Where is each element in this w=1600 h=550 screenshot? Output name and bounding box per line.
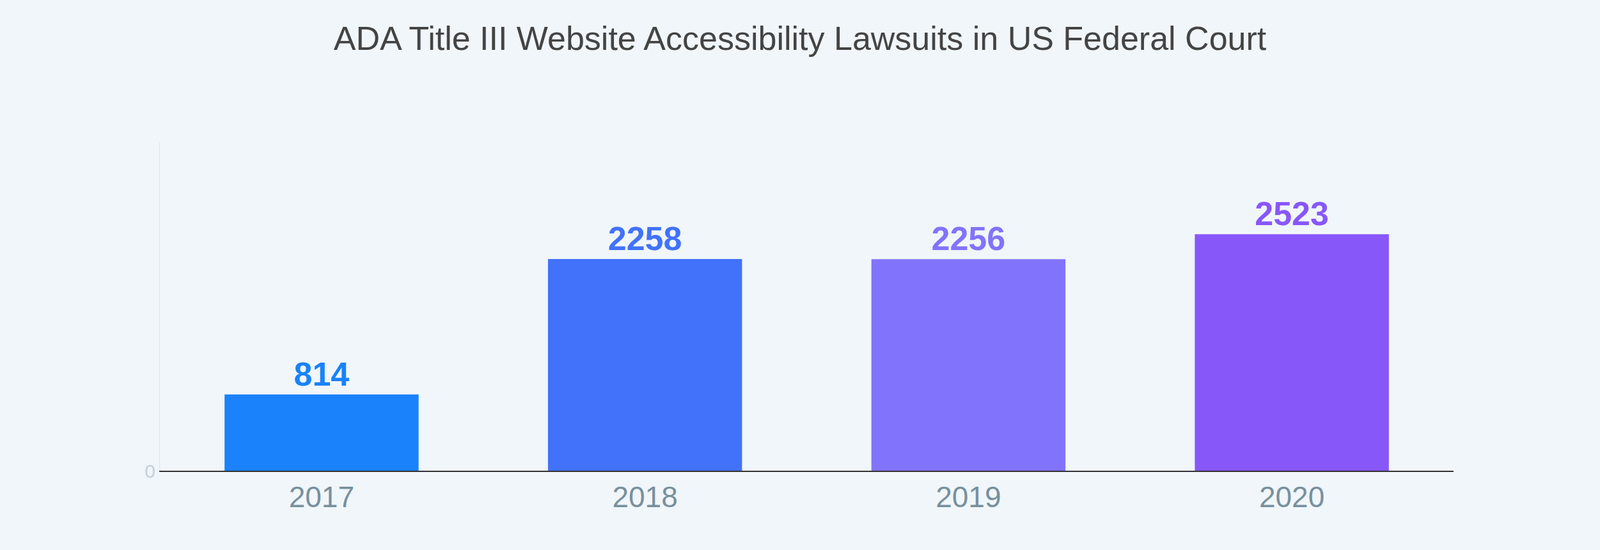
svg-text:2020: 2020 [1259, 480, 1325, 514]
svg-text:0: 0 [144, 460, 156, 482]
svg-text:2256: 2256 [931, 219, 1006, 258]
svg-text:2017: 2017 [289, 480, 355, 514]
svg-text:ADA Title III Website Accessib: ADA Title III Website Accessibility Laws… [333, 19, 1267, 57]
svg-text:2258: 2258 [608, 219, 683, 258]
svg-text:814: 814 [293, 355, 350, 393]
svg-text:2019: 2019 [935, 480, 1001, 514]
svg-text:2523: 2523 [1254, 195, 1329, 233]
svg-text:2018: 2018 [611, 480, 678, 514]
